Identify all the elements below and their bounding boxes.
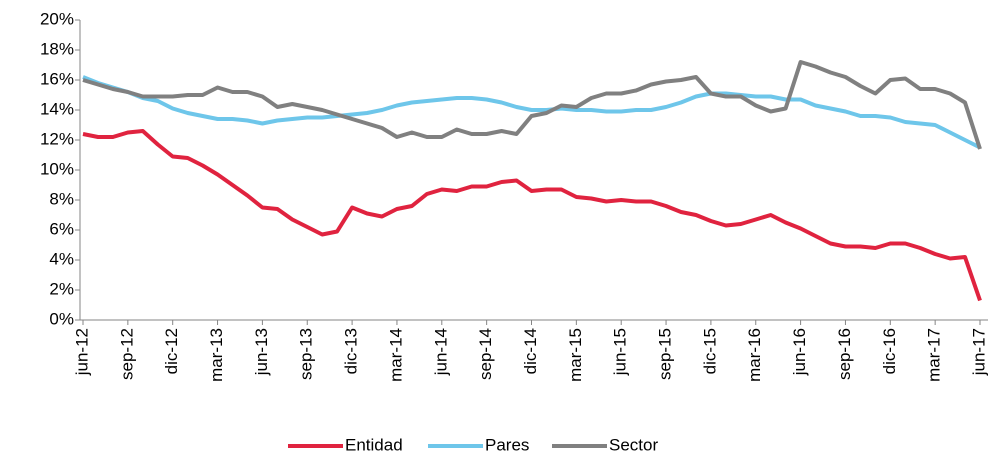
x-tick-label: dic-16	[880, 328, 899, 374]
y-tick-label: 12%	[40, 129, 74, 148]
x-tick-label: sep-15	[656, 328, 675, 380]
x-tick-label: jun-13	[252, 328, 271, 376]
x-tick-label: sep-16	[835, 328, 854, 380]
x-tick-label: mar-14	[386, 328, 405, 382]
x-tick-label: sep-13	[297, 328, 316, 380]
x-tick-label: mar-17	[925, 328, 944, 382]
y-tick-label: 16%	[40, 69, 74, 88]
series-line	[82, 75, 981, 150]
y-tick-label: 0%	[49, 309, 74, 328]
legend-label: Sector	[609, 435, 658, 454]
x-tick-label: jun-15	[611, 328, 630, 376]
x-tick-label: jun-17	[969, 328, 988, 376]
y-tick-label: 8%	[49, 189, 74, 208]
x-tick-label: jun-12	[72, 328, 91, 376]
y-tick-label: 10%	[40, 159, 74, 178]
series-line	[82, 129, 982, 302]
x-tick-label: dic-12	[162, 328, 181, 374]
x-tick-label: dic-15	[700, 328, 719, 374]
x-tick-label: mar-15	[566, 328, 585, 382]
x-tick-label: dic-14	[521, 328, 540, 374]
legend-label: Entidad	[345, 435, 403, 454]
x-tick-label: jun-14	[431, 328, 450, 376]
x-tick-label: sep-14	[476, 328, 495, 380]
x-tick-label: mar-13	[207, 328, 226, 382]
y-tick-label: 2%	[49, 279, 74, 298]
legend-label: Pares	[485, 435, 529, 454]
y-tick-label: 6%	[49, 219, 74, 238]
y-tick-label: 18%	[40, 39, 74, 58]
y-tick-label: 4%	[49, 249, 74, 268]
x-tick-label: mar-16	[745, 328, 764, 382]
y-tick-label: 20%	[40, 9, 74, 28]
x-tick-label: sep-12	[117, 328, 136, 380]
series-line	[82, 60, 982, 150]
x-tick-label: jun-16	[790, 328, 809, 376]
x-tick-label: dic-13	[342, 328, 361, 374]
y-tick-label: 14%	[40, 99, 74, 118]
